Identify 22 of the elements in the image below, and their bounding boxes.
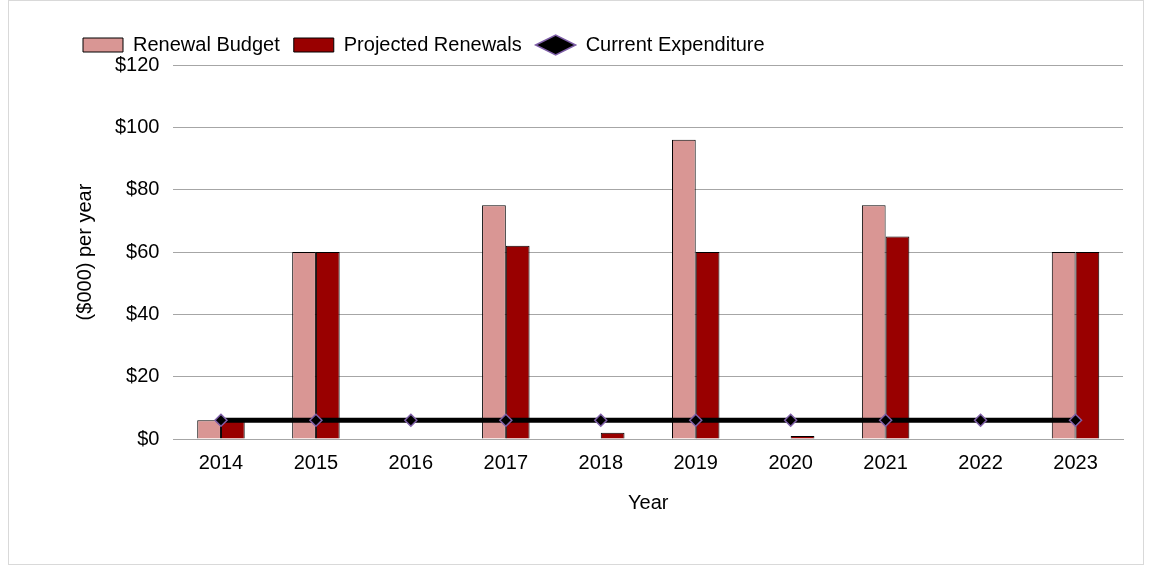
legend-label: Projected Renewals	[343, 32, 522, 55]
x-tick-label: 2020	[768, 450, 813, 473]
y-tick-label: $100	[114, 114, 160, 137]
y-tick-label: $80	[126, 177, 160, 200]
y-tick-label: $20	[126, 364, 160, 387]
x-tick-label: 2023	[1053, 450, 1098, 473]
x-tick-label: 2014	[198, 450, 244, 473]
y-tick-label: $120	[114, 52, 160, 75]
y-tick-label: $0	[137, 426, 160, 449]
x-tick-label: 2019	[673, 450, 718, 473]
x-tick-label: 2022	[958, 450, 1003, 473]
y-tick-label: $60	[126, 239, 160, 262]
x-tick-label: 2017	[483, 450, 529, 473]
x-axis-title: Year	[628, 490, 669, 513]
x-tick-label: 2016	[388, 450, 434, 473]
legend-label: Renewal Budget	[133, 32, 281, 55]
legend-label: Current Expenditure	[585, 32, 765, 55]
y-tick-label: $40	[126, 301, 160, 324]
x-tick-label: 2015	[293, 450, 339, 473]
y-axis-title: ($000) per year	[72, 183, 95, 321]
x-tick-label: 2021	[863, 450, 908, 473]
x-tick-label: 2018	[578, 450, 624, 473]
